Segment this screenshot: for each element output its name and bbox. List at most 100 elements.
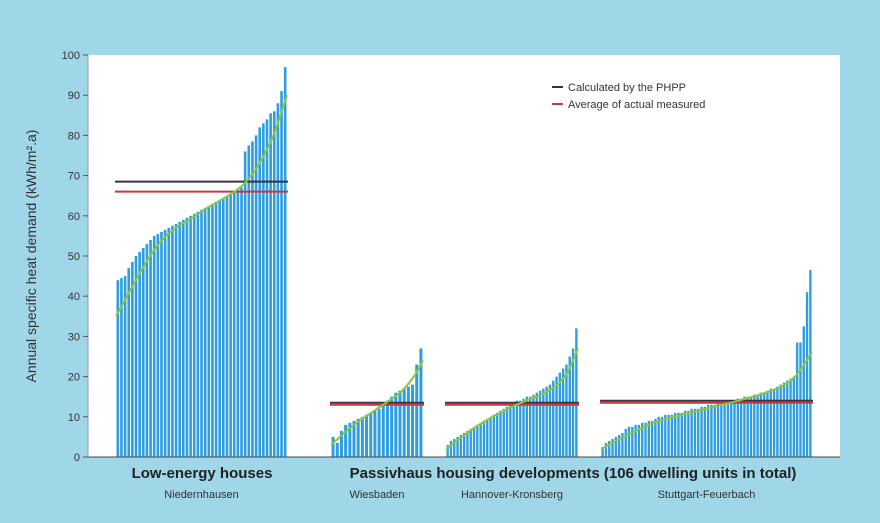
bar (225, 195, 229, 457)
bar (232, 191, 236, 457)
bar (398, 390, 402, 457)
bar (664, 414, 667, 457)
y-tick-label: 20 (68, 372, 80, 384)
bar (192, 213, 196, 457)
bar (730, 400, 733, 457)
bar (236, 189, 240, 458)
bar (624, 428, 627, 457)
bar (411, 384, 415, 457)
bar (726, 400, 730, 457)
bar (348, 422, 352, 457)
bar (657, 416, 660, 457)
y-tick-label: 30 (68, 331, 80, 343)
bar (377, 408, 381, 457)
y-tick-label: 60 (68, 211, 80, 223)
bar (262, 123, 265, 457)
bar (525, 396, 529, 457)
bar (456, 436, 459, 457)
bar (697, 408, 700, 457)
bar (749, 396, 753, 457)
bar (469, 428, 472, 457)
bar (548, 384, 552, 457)
bar (390, 396, 394, 457)
bar (406, 386, 410, 457)
bar (189, 215, 192, 457)
bar (181, 219, 185, 457)
bar (505, 406, 509, 457)
bar (565, 364, 568, 457)
bar (127, 268, 131, 457)
legend-calculated-label: Calculated by the PHPP (568, 82, 686, 94)
bar (247, 145, 251, 457)
bar (381, 404, 385, 457)
site-label: Hannover-Kronsberg (461, 489, 563, 501)
y-axis: 0 10 20 30 40 50 60 70 80 90 100 (62, 50, 89, 464)
bar (394, 392, 398, 457)
bar (782, 382, 786, 457)
group-title-passivhaus: Passivhaus housing developments (106 dwe… (350, 465, 797, 482)
bar (522, 398, 525, 457)
bar (776, 386, 779, 457)
bar (116, 280, 120, 457)
y-tick-label: 70 (68, 171, 80, 183)
bar (344, 424, 348, 457)
bar (542, 388, 545, 457)
bar (385, 400, 389, 457)
reference-lines-layer (115, 180, 813, 406)
bar (561, 368, 565, 457)
y-tick-label: 40 (68, 291, 80, 303)
bar (739, 398, 743, 457)
site-label: Wiesbaden (349, 489, 404, 501)
bar (276, 103, 280, 458)
bar (459, 434, 463, 457)
bar (152, 235, 156, 457)
bar (240, 187, 243, 457)
bar (558, 372, 562, 457)
bar (792, 376, 796, 457)
bar (733, 400, 736, 457)
bar (720, 402, 723, 457)
bar (700, 406, 703, 457)
bar (753, 394, 756, 457)
bar (799, 342, 802, 457)
bar (280, 91, 283, 458)
trend-curve (600, 351, 813, 450)
bar (369, 412, 373, 457)
bar (637, 424, 641, 457)
bar (222, 197, 225, 457)
bar (723, 402, 726, 457)
bar (466, 430, 469, 457)
bar (634, 424, 637, 457)
bar (145, 243, 149, 457)
bar (611, 438, 614, 457)
bar (680, 412, 683, 457)
bar (167, 227, 171, 457)
bar (283, 67, 287, 457)
bar (677, 412, 680, 457)
bar (185, 217, 189, 457)
bar (178, 221, 181, 457)
bar (453, 438, 456, 457)
bar (134, 256, 138, 457)
bar (449, 440, 453, 457)
bar (746, 396, 749, 457)
bar (214, 201, 218, 457)
bar (575, 328, 578, 457)
bar (156, 233, 160, 457)
bar (502, 408, 505, 457)
bar (402, 388, 406, 457)
bar (703, 406, 707, 457)
bar (710, 404, 713, 457)
bar (200, 209, 203, 457)
bar (608, 440, 611, 457)
bar (683, 410, 687, 457)
bar (670, 414, 674, 457)
bar (687, 410, 690, 457)
bar (476, 424, 479, 457)
bar (706, 404, 710, 457)
bar (141, 247, 145, 457)
legend-measured-label: Average of actual measured (568, 99, 705, 111)
bar (736, 398, 740, 457)
bar (532, 394, 535, 457)
bar (789, 378, 792, 457)
